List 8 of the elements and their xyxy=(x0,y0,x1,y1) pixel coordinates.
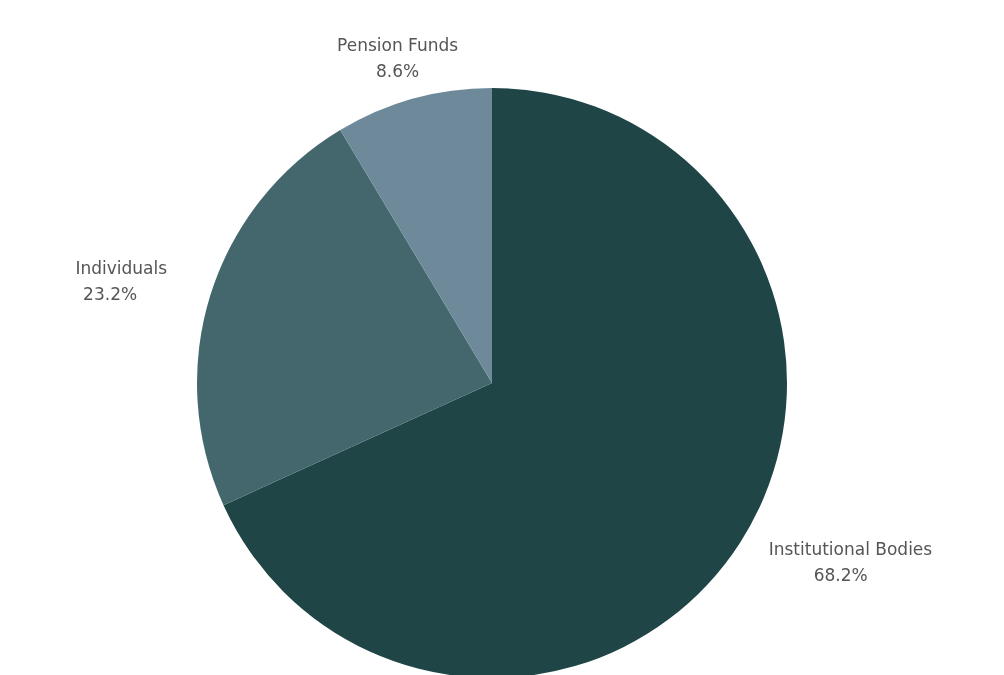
data-label: 8.6% xyxy=(375,61,420,82)
data-label: 23.2% xyxy=(83,284,138,305)
slice-label: Pension Funds xyxy=(337,35,459,56)
pie-slice xyxy=(340,88,492,383)
slice-label: Individuals xyxy=(75,258,168,279)
pie-slice xyxy=(197,130,492,506)
data-label: 68.2% xyxy=(813,565,868,586)
slice-label: Institutional Bodies xyxy=(768,539,933,560)
